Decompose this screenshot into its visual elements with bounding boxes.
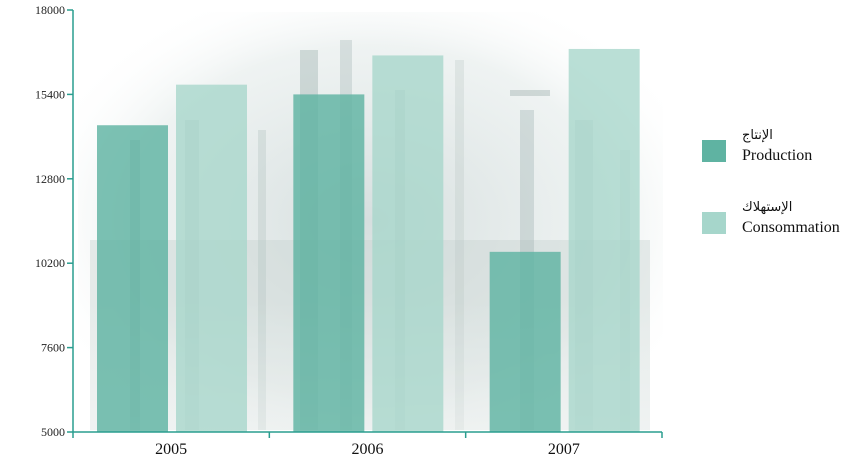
x-tick-label: 2006 <box>352 441 384 458</box>
bar-consommation-2006 <box>372 55 444 432</box>
legend-label-consommation: Consommation <box>742 219 840 236</box>
bar-production-2007 <box>489 251 561 432</box>
bar-production-2005 <box>97 125 168 432</box>
legend-label-production: Production <box>742 147 813 164</box>
y-tick-label: 10200 <box>35 256 65 270</box>
axes-group: 5000 7600 10200 12800 15400 18000 2005 2006 2007 <box>35 3 663 458</box>
legend-item-consommation: الإستهلاك Consommation <box>698 200 863 260</box>
x-tick-label: 2007 <box>548 441 580 458</box>
bar-production-2006 <box>293 94 365 433</box>
y-tick-label: 12800 <box>35 172 65 186</box>
bar-consommation-2005 <box>176 84 247 433</box>
y-tick-label: 18000 <box>35 3 65 17</box>
y-tick-label: 7600 <box>41 341 65 355</box>
legend-swatch-consommation <box>702 212 726 234</box>
bars-group <box>97 48 640 433</box>
x-tick-label: 2005 <box>155 441 187 458</box>
legend-swatch-production <box>702 140 726 162</box>
legend-item-production: الإنتاج Production <box>698 128 863 188</box>
legend-label-production-ar: الإنتاج <box>742 128 773 143</box>
y-tick-label: 15400 <box>35 87 65 101</box>
y-tick-label: 5000 <box>41 425 65 439</box>
legend-label-consommation-ar: الإستهلاك <box>742 200 793 215</box>
bar-consommation-2007 <box>568 48 640 432</box>
legend: الإنتاج Production الإستهلاك Consommatio… <box>698 128 863 272</box>
